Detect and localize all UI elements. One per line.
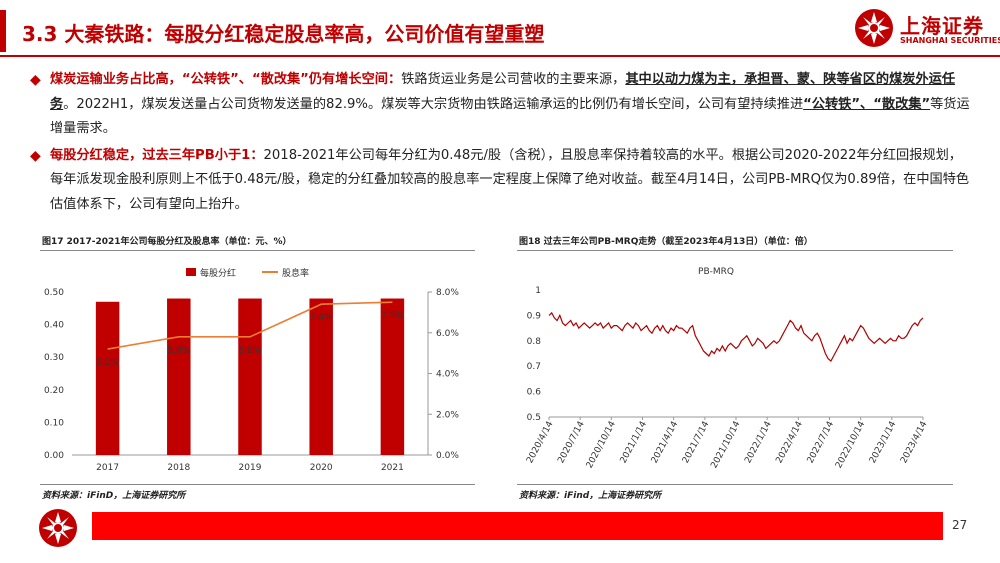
bar-dividend	[238, 298, 262, 455]
x-tick-label: 2021/7/14	[681, 419, 712, 465]
left-tick-label: 0.50	[44, 288, 64, 298]
left-tick-label: 0.30	[44, 353, 64, 363]
page-number: 27	[952, 518, 968, 532]
data-label-yield: 5.8%	[167, 346, 190, 356]
x-tick-label: 2020	[310, 463, 333, 473]
left-tick-label: 0.00	[44, 451, 64, 461]
logo-text-en: SHANGHAI SECURITIES	[900, 36, 1000, 45]
x-tick-label: 2018	[167, 463, 190, 473]
bullet-list: ◆ 煤炭运输业务占比高，“公转铁”、“散改集”仍有增长空间：铁路货运业务是公司营…	[28, 68, 973, 219]
figure-17-title: 图17 2017-2021年公司每股分红及股息率（单位：元、%）	[42, 237, 292, 247]
bar-dividend	[95, 301, 120, 455]
bar-dividend	[309, 298, 333, 455]
data-label-yield: 7.5%	[381, 311, 404, 321]
y-tick-label: 0.6	[527, 388, 542, 398]
x-tick-label: 2021/4/14	[650, 419, 681, 465]
figure-17-source: 资料来源：iFinD，上海证券研究所	[42, 491, 186, 501]
data-label-yield: 5.2%	[96, 358, 119, 368]
figure-18-rule	[517, 250, 953, 251]
x-tick-label: 2020/4/14	[525, 419, 556, 465]
x-tick-label: 2020/10/14	[585, 419, 618, 470]
logo-text-cn: 上海证券	[900, 14, 984, 38]
right-tick-label: 2.0%	[436, 410, 459, 420]
x-tick-label: 2020/7/14	[556, 419, 587, 465]
figure-18-source: 资料来源：iFind，上海证券研究所	[519, 491, 662, 501]
x-tick-label: 2022/1/14	[743, 419, 774, 465]
left-tick-label: 0.20	[44, 386, 64, 396]
left-tick-label: 0.40	[44, 321, 64, 331]
y-tick-label: 1	[535, 286, 541, 296]
x-tick-label: 2021/1/14	[619, 419, 650, 465]
x-tick-label: 2021	[381, 463, 404, 473]
x-tick-label: 2022/4/14	[774, 419, 805, 465]
bullet-item-coal: ◆ 煤炭运输业务占比高，“公转铁”、“散改集”仍有增长空间：铁路货运业务是公司营…	[28, 68, 973, 142]
figure-18-title: 图18 过去三年公司PB-MRQ走势（截至2023年4月13日）（单位：倍）	[519, 237, 813, 247]
data-label-yield: 7.4%	[310, 313, 333, 323]
page-title: 3.3 大秦铁路：每股分红稳定股息率高，公司价值有望重塑	[22, 22, 545, 46]
bullet-text: 等货运增量需求。	[50, 96, 970, 137]
x-tick-label: 2023/4/14	[899, 419, 930, 465]
bar-dividend	[380, 298, 405, 455]
legend-swatch-dividend	[186, 268, 196, 276]
bullet-text: 2018-2021年公司每年分红为0.48元/股（含税），且股息率保持着较高的水…	[50, 147, 970, 212]
bullet-emphasis: 其中以动力煤为主，承担晋、蒙、陕等省区的煤炭外运任务	[50, 72, 956, 112]
dividend-chart: 每股分红 股息率 0.00 0.10 0.20 0.30 0.40 0.50 0.0% 2.0% 4…	[44, 267, 459, 473]
data-label-yield: 5.8%	[239, 346, 262, 356]
bullet-emphasis: “公转铁”、“散改集”	[803, 96, 931, 112]
x-tick-label: 2017	[96, 463, 119, 473]
y-tick-label: 0.8	[527, 337, 542, 347]
figure-18-bottom-rule	[517, 484, 953, 485]
chart-title: PB-MRQ	[698, 267, 734, 277]
brand-logo: 上海证券 SHANGHAI SECURITIES	[854, 6, 1000, 54]
right-tick-label: 8.0%	[436, 288, 459, 298]
bullet-text: 铁路货运业务是公司营收的主要来源，	[401, 72, 626, 87]
title-bar: 3.3 大秦铁路：每股分红稳定股息率高，公司价值有望重塑	[0, 10, 835, 52]
footer-bar	[92, 512, 943, 540]
logo-mark-icon	[855, 9, 893, 47]
x-tick-label: 2023/1/14	[868, 419, 899, 465]
title-accent	[0, 10, 6, 52]
right-tick-label: 6.0%	[436, 329, 459, 339]
right-tick-label: 4.0%	[436, 370, 459, 380]
y-tick-label: 0.5	[527, 413, 541, 423]
bullet-item-dividend: ◆ 每股分红稳定，过去三年PB小于1：2018-2021年公司每年分红为0.48…	[28, 144, 973, 218]
x-tick-label: 2022/7/14	[806, 419, 837, 465]
line-pb-mrq	[548, 311, 924, 363]
x-tick-label: 2021/10/14	[709, 419, 742, 470]
figure-17-rule	[40, 250, 475, 251]
y-tick-label: 0.7	[527, 362, 541, 372]
x-tick-label: 2022/10/14	[834, 419, 867, 470]
legend-label-yield: 股息率	[282, 267, 309, 279]
diamond-bullet-icon: ◆	[30, 147, 41, 164]
bullet-text: 。2022H1，煤炭发送量占公司货物发送量的82.9%。煤炭等大宗货物由铁路运输…	[63, 96, 804, 112]
bullet-lead: 煤炭运输业务占比高，“公转铁”、“散改集”仍有增长空间：	[50, 72, 402, 87]
bar-dividend	[167, 298, 191, 455]
diamond-bullet-icon: ◆	[30, 72, 41, 88]
footer-logo-icon	[39, 509, 77, 547]
pb-mrq-chart: PB-MRQ 0.5 0.6 0.7 0.8 0.9 1 2020/4/14 2020/7/14…	[525, 267, 930, 470]
legend-label-dividend: 每股分红	[200, 267, 236, 279]
title-divider	[0, 55, 1000, 57]
right-tick-label: 0.0%	[436, 451, 459, 461]
x-tick-label: 2019	[239, 463, 262, 473]
left-tick-label: 0.10	[44, 418, 64, 428]
figure-17-bottom-rule	[40, 484, 475, 485]
line-yield	[107, 301, 393, 350]
y-tick-label: 0.9	[527, 311, 542, 321]
bullet-lead: 每股分红稳定，过去三年PB小于1：	[50, 147, 264, 163]
